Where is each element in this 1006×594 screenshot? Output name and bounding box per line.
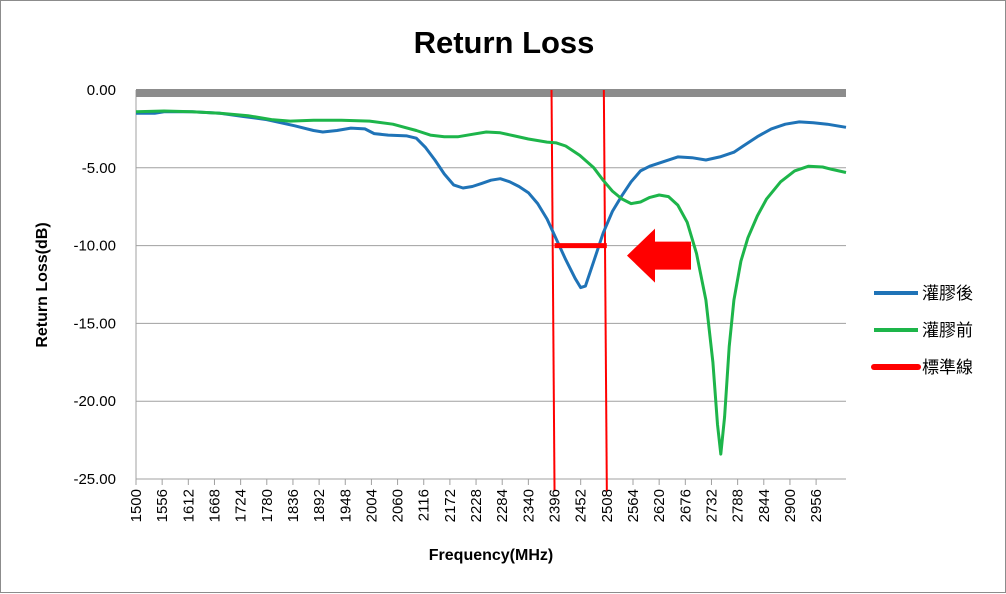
x-tick-label-11: 2116	[416, 489, 433, 521]
series-line-1	[135, 109, 847, 456]
gridlines	[135, 90, 846, 485]
x-tick-label-14: 2284	[494, 489, 511, 522]
reference-vline-0	[550, 89, 556, 492]
y-tick-label-2: -10.00	[73, 238, 116, 255]
y-tick-label-5: -25.00	[73, 471, 116, 488]
top-band	[136, 89, 846, 97]
x-tick-label-0: 1500	[128, 489, 145, 522]
y-tick-label-0: 0.00	[87, 82, 116, 99]
x-tick-labels: 1500 1556 1612 1668 1724 1780 1836 1892 1948 2004…	[128, 489, 825, 522]
x-tick-label-4: 1724	[233, 489, 250, 522]
x-tick-label-24: 2844	[756, 489, 773, 522]
x-tick-label-26: 2956	[808, 489, 825, 522]
arrow-annotation	[627, 228, 691, 283]
legend-label-1: 灌膠前	[922, 321, 973, 341]
zero-db-band	[136, 89, 846, 97]
x-tick-label-23: 2788	[730, 489, 747, 522]
x-tick-label-5: 1780	[259, 489, 276, 522]
x-tick-label-3: 1668	[206, 489, 223, 522]
x-axis-title: Frequency(MHz)	[429, 547, 553, 564]
y-axis-title: Return Loss(dB)	[34, 222, 51, 347]
y-tick-label-1: -5.00	[82, 160, 116, 177]
x-tick-label-15: 2340	[520, 489, 537, 522]
reference-vline-1	[602, 89, 608, 492]
left-arrow-icon	[627, 228, 691, 283]
legend-label-2: 標準線	[922, 358, 973, 378]
x-tick-label-21: 2676	[677, 489, 694, 522]
x-tick-label-17: 2452	[573, 489, 590, 522]
x-tick-label-9: 2004	[363, 489, 380, 522]
x-tick-label-18: 2508	[599, 489, 616, 522]
series-lines	[135, 109, 847, 456]
legend-label-0: 灌膠後	[922, 284, 973, 304]
series-line-0	[136, 110, 847, 290]
x-tick-label-1: 1556	[154, 489, 171, 522]
x-tick-label-2: 1612	[180, 489, 197, 522]
x-tick-label-6: 1836	[285, 489, 302, 522]
x-tick-label-20: 2620	[651, 489, 668, 522]
x-tick-label-25: 2900	[782, 489, 799, 522]
x-tick-label-13: 2228	[468, 489, 485, 522]
y-tick-label-4: -20.00	[73, 393, 116, 410]
x-tick-label-22: 2732	[703, 489, 720, 522]
x-tick-label-10: 2060	[390, 489, 407, 522]
reference-vertical-lines	[550, 89, 608, 492]
x-tick-label-8: 1948	[337, 489, 354, 522]
chart-title: Return Loss	[414, 25, 595, 60]
y-tick-labels: 0.00 -5.00 -10.00 -15.00 -20.00 -25.00	[73, 82, 116, 488]
x-tick-label-16: 2396	[547, 489, 564, 522]
x-tick-label-19: 2564	[625, 489, 642, 522]
x-tick-label-12: 2172	[442, 489, 459, 522]
y-tick-label-3: -15.00	[73, 315, 116, 332]
x-tick-label-7: 1892	[311, 489, 328, 522]
